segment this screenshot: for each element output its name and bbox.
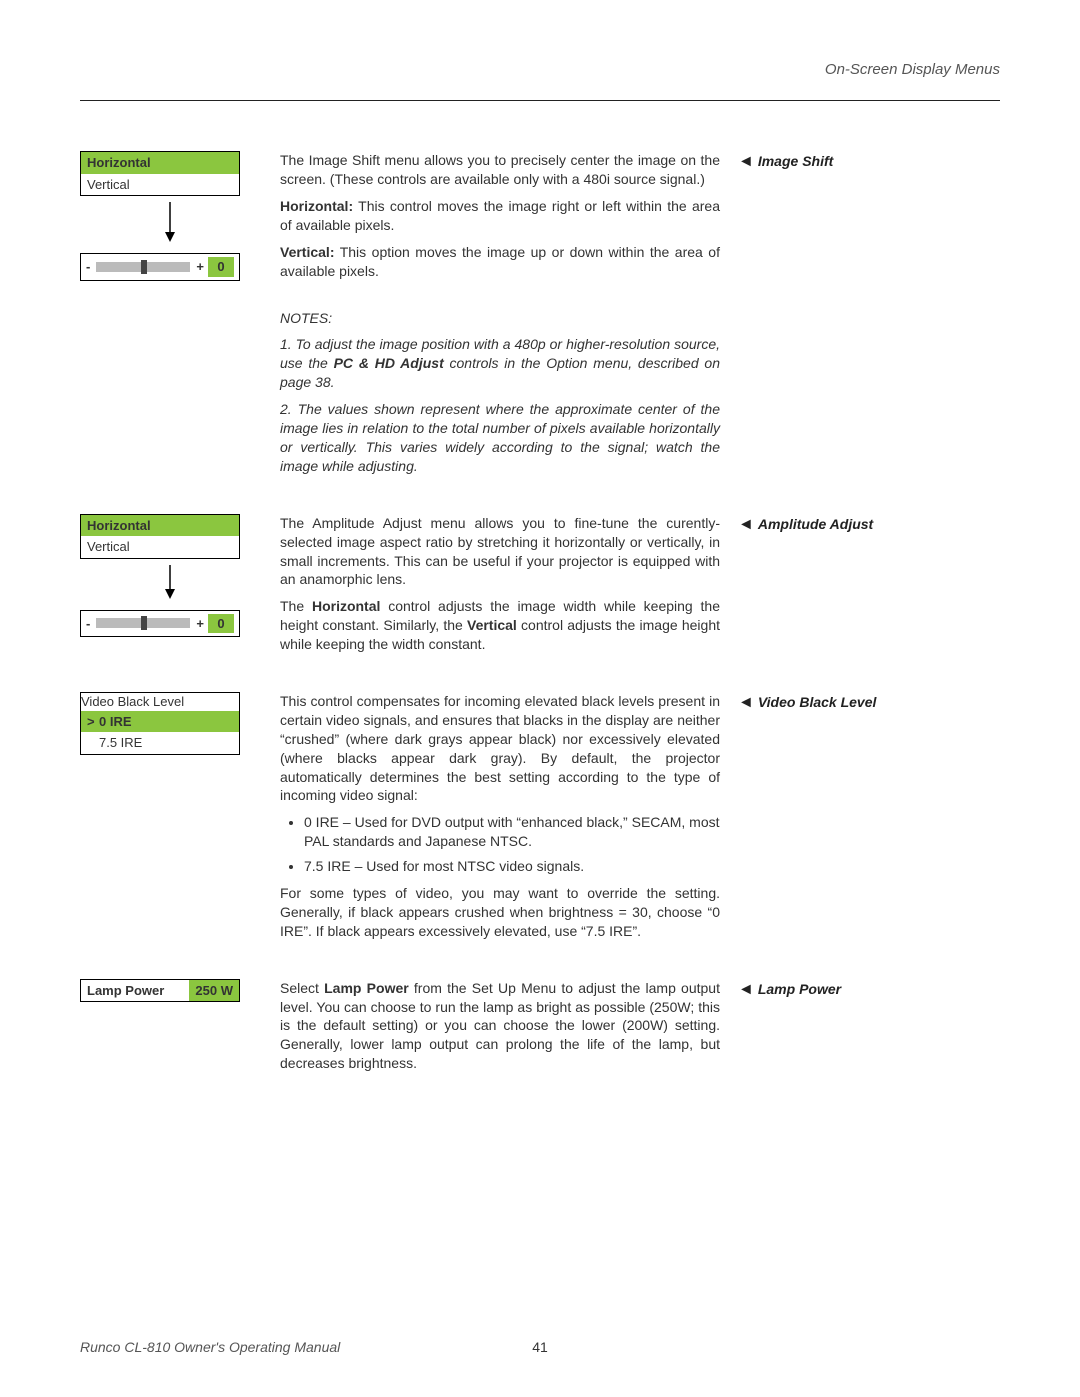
menu-item-vertical[interactable]: Vertical	[81, 174, 239, 196]
slider-thumb[interactable]	[141, 260, 147, 274]
section-image-shift: Horizontal Vertical - + 0 The Image Shif…	[80, 151, 1000, 483]
slider-minus-label: -	[86, 615, 90, 633]
amplitude-slider[interactable]: - + 0	[80, 610, 240, 638]
image-shift-menu-box: Horizontal Vertical	[80, 151, 240, 196]
vbl-override: For some types of video, you may want to…	[280, 884, 720, 941]
slider-value: 0	[208, 257, 234, 277]
note-1: 1. To adjust the image position with a 4…	[280, 335, 720, 392]
vbl-bullet-1: 0 IRE – Used for DVD output with “enhanc…	[304, 813, 720, 851]
vbl-intro: This control compensates for incoming el…	[280, 692, 720, 805]
slider-minus-label: -	[86, 258, 90, 276]
menu-item-vertical[interactable]: Vertical	[81, 536, 239, 558]
header-divider	[80, 100, 1000, 101]
slider-plus-label: +	[196, 258, 204, 276]
amplitude-desc: The Horizontal control adjusts the image…	[280, 597, 720, 654]
arrow-left-icon: ◄	[738, 516, 754, 533]
page-footer: Runco CL-810 Owner's Operating Manual 41	[80, 1338, 1000, 1357]
arrow-left-icon: ◄	[738, 153, 754, 170]
notes-heading: NOTES:	[280, 309, 720, 328]
arrow-left-icon: ◄	[738, 694, 754, 711]
slider-value: 0	[208, 614, 234, 634]
section-lamp-power: Lamp Power 250 W Select Lamp Power from …	[80, 979, 1000, 1081]
menu-item-horizontal[interactable]: Horizontal	[81, 515, 239, 537]
slider-thumb[interactable]	[141, 616, 147, 630]
vbl-header: Video Black Level	[81, 693, 239, 711]
lamp-power-label: Lamp Power	[81, 980, 189, 1002]
slider-track[interactable]	[96, 618, 190, 628]
margin-label-vbl: ◄Video Black Level	[720, 692, 1000, 949]
footer-page-number: 41	[532, 1338, 548, 1357]
slider-track[interactable]	[96, 262, 190, 272]
vbl-option-75ire[interactable]: 7.5 IRE	[81, 732, 239, 754]
image-shift-vertical-desc: Vertical: This option moves the image up…	[280, 243, 720, 281]
footer-manual-title: Runco CL-810 Owner's Operating Manual	[80, 1338, 340, 1357]
margin-label-image-shift: ◄Image Shift	[720, 151, 1000, 483]
lamp-desc: Select Lamp Power from the Set Up Menu t…	[280, 979, 720, 1073]
header-section-title: On-Screen Display Menus	[80, 60, 1000, 80]
vbl-bullets: 0 IRE – Used for DVD output with “enhanc…	[304, 813, 720, 876]
note-2: 2. The values shown represent where the …	[280, 400, 720, 476]
arrow-left-icon: ◄	[738, 981, 754, 998]
amplitude-intro: The Amplitude Adjust menu allows you to …	[280, 514, 720, 590]
vbl-bullet-2: 7.5 IRE – Used for most NTSC video signa…	[304, 857, 720, 876]
lamp-power-value: 250 W	[189, 980, 239, 1002]
margin-label-lamp: ◄Lamp Power	[720, 979, 1000, 1081]
vbl-menu-box: Video Black Level 0 IRE 7.5 IRE	[80, 692, 240, 755]
lamp-power-box: Lamp Power 250 W	[80, 979, 240, 1003]
amplitude-menu-box: Horizontal Vertical	[80, 514, 240, 559]
image-shift-horizontal-desc: Horizontal: This control moves the image…	[280, 197, 720, 235]
vbl-option-0ire[interactable]: 0 IRE	[81, 711, 239, 733]
slider-plus-label: +	[196, 615, 204, 633]
section-video-black-level: Video Black Level 0 IRE 7.5 IRE This con…	[80, 692, 1000, 949]
menu-item-horizontal[interactable]: Horizontal	[81, 152, 239, 174]
image-shift-slider[interactable]: - + 0	[80, 253, 240, 281]
image-shift-notes: NOTES: 1. To adjust the image position w…	[280, 309, 720, 476]
arrow-down-icon	[80, 202, 260, 247]
arrow-down-icon	[80, 565, 260, 604]
image-shift-intro: The Image Shift menu allows you to preci…	[280, 151, 720, 189]
margin-label-amplitude: ◄Amplitude Adjust	[720, 514, 1000, 662]
section-amplitude-adjust: Horizontal Vertical - + 0 The Amplitude …	[80, 514, 1000, 662]
